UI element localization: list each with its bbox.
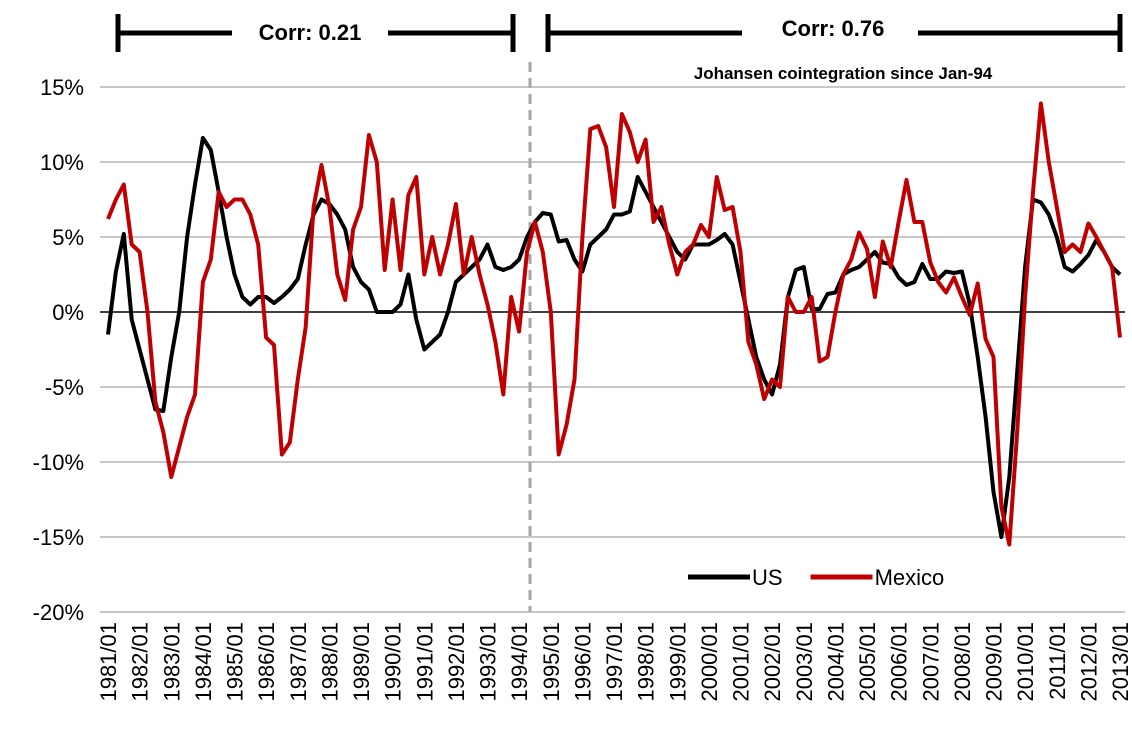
x-tick-label: 1998/01 xyxy=(634,622,659,702)
x-tick-label: 1986/01 xyxy=(254,622,279,702)
x-tick-label: 2008/01 xyxy=(950,622,975,702)
x-tick-label: 1992/01 xyxy=(444,622,469,702)
x-tick-label: 2003/01 xyxy=(792,622,817,702)
x-tick-label: 1999/01 xyxy=(665,622,690,702)
x-tick-label: 2009/01 xyxy=(982,622,1007,702)
x-tick-label: 2001/01 xyxy=(729,622,754,702)
x-tick-label: 1994/01 xyxy=(507,622,532,702)
annotation: Johansen cointegration since Jan-94 xyxy=(694,64,993,83)
y-tick-label: 0% xyxy=(52,300,84,325)
x-tick-label: 1990/01 xyxy=(381,622,406,702)
legend-label: Mexico xyxy=(875,565,945,590)
x-tick-label: 2005/01 xyxy=(855,622,880,702)
x-tick-label: 2013/01 xyxy=(1108,622,1132,702)
x-tick-label: 2002/01 xyxy=(760,622,785,702)
y-tick-label: -10% xyxy=(33,450,84,475)
x-tick-label: 1984/01 xyxy=(191,622,216,702)
y-tick-label: 5% xyxy=(52,225,84,250)
x-tick-label: 1989/01 xyxy=(349,622,374,702)
y-tick-label: -5% xyxy=(45,375,84,400)
x-tick-label: 2000/01 xyxy=(697,622,722,702)
y-tick-label: 10% xyxy=(40,150,84,175)
x-tick-label: 1981/01 xyxy=(96,622,121,702)
x-tick-label: 1983/01 xyxy=(159,622,184,702)
annotation: Corr: 0.21 xyxy=(259,20,362,45)
x-tick-label: 2012/01 xyxy=(1076,622,1101,702)
annotation: Corr: 0.76 xyxy=(782,16,885,41)
series-line xyxy=(106,136,1122,539)
y-tick-label: -15% xyxy=(33,525,84,550)
x-tick-label: 2011/01 xyxy=(1045,622,1070,700)
y-tick-label: -20% xyxy=(33,600,84,625)
x-tick-label: 1991/01 xyxy=(412,622,437,702)
x-tick-label: 1987/01 xyxy=(286,622,311,702)
x-tick-label: 1996/01 xyxy=(570,622,595,702)
x-tick-label: 2004/01 xyxy=(823,622,848,702)
y-tick-label: 15% xyxy=(40,75,84,100)
x-tick-label: 1995/01 xyxy=(539,622,564,702)
x-tick-label: 1982/01 xyxy=(128,622,153,702)
x-tick-label: 2010/01 xyxy=(1013,622,1038,702)
corr-brackets xyxy=(115,14,1123,52)
x-tick-label: 1985/01 xyxy=(223,622,248,702)
series-line xyxy=(106,101,1122,547)
legend-label: US xyxy=(752,565,783,590)
x-tick-label: 1997/01 xyxy=(602,622,627,702)
x-tick-label: 1988/01 xyxy=(317,622,342,702)
x-tick-label: 2007/01 xyxy=(918,622,943,702)
x-tick-label: 1993/01 xyxy=(476,622,501,702)
x-tick-label: 2006/01 xyxy=(887,622,912,702)
